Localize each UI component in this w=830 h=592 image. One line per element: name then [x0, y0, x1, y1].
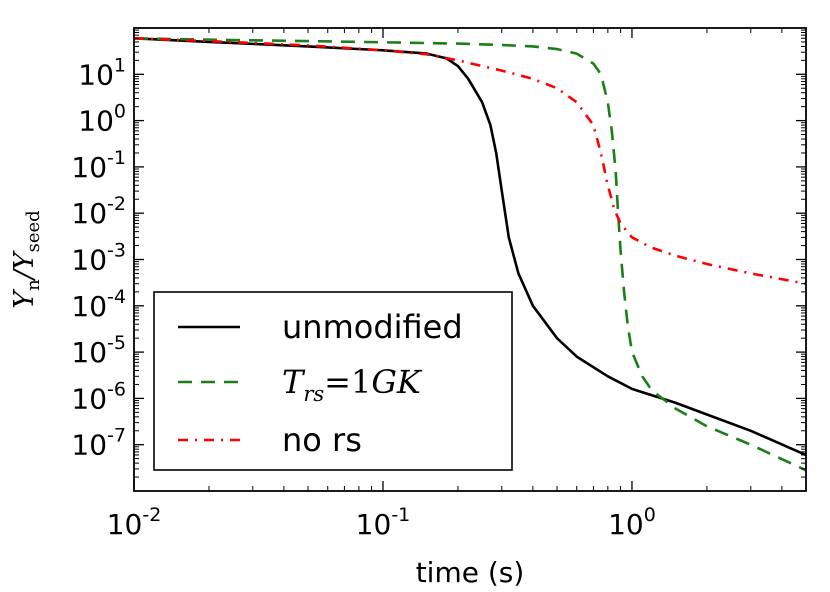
- legend-label-unmodified: unmodified: [282, 308, 463, 346]
- x-axis-label: time (s): [416, 556, 525, 589]
- y-tick-label-1: 10-6: [71, 378, 126, 415]
- y-tick-label-0: 10-7: [71, 425, 126, 462]
- y-axis-label: Yn/Yseed: [9, 210, 44, 308]
- series-line-2: [134, 37, 806, 285]
- y-tick-label-8: 101: [78, 54, 126, 91]
- y-tick-label-7: 100: [78, 101, 126, 138]
- legend-label-trs: Trs=1GK: [282, 363, 423, 406]
- y-tick-label-4: 10-3: [71, 240, 126, 277]
- y-tick-label-6: 10-1: [71, 147, 126, 184]
- y-tick-label-3: 10-4: [71, 286, 126, 323]
- legend-label-no-rs: no rs: [282, 421, 362, 459]
- plot-frame: [133, 27, 807, 492]
- y-tick-label-5: 10-2: [71, 193, 126, 230]
- series-line-1: [134, 37, 806, 472]
- y-tick-label-2: 10-5: [71, 332, 126, 369]
- major-ticks: [133, 28, 806, 491]
- x-tick-label-2: 100: [608, 504, 656, 541]
- x-tick-label-0: 10-2: [107, 504, 162, 541]
- x-tick-label-1: 10-1: [356, 504, 411, 541]
- series-group: [134, 37, 806, 472]
- legend: unmodified Trs=1GK no rs: [153, 291, 513, 471]
